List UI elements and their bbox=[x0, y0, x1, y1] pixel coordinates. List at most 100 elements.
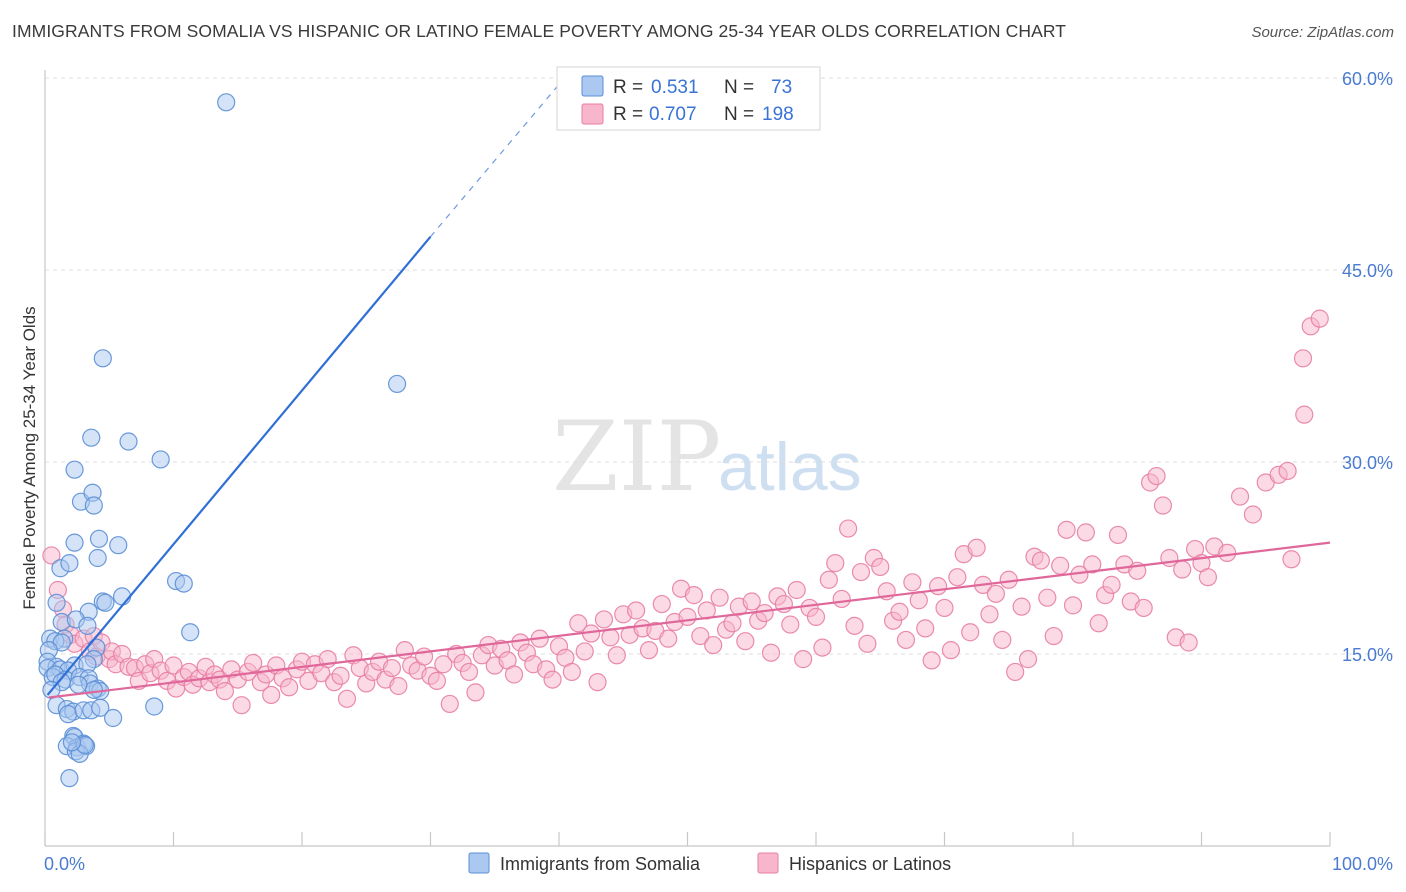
point-hispanic bbox=[543, 670, 562, 689]
point-hispanic bbox=[928, 577, 948, 596]
point-somalia bbox=[78, 616, 97, 635]
point-hispanic bbox=[993, 630, 1012, 650]
point-hispanic bbox=[280, 678, 299, 697]
point-hispanic bbox=[684, 586, 704, 605]
point-hispanic bbox=[1063, 596, 1083, 615]
point-hispanic bbox=[466, 683, 485, 702]
point-hispanic bbox=[1083, 555, 1102, 574]
point-hispanic bbox=[922, 651, 941, 670]
point-hispanic bbox=[1108, 525, 1128, 545]
x-tick-label-min: 0.0% bbox=[44, 854, 85, 874]
y-tick-label-30: 30.0% bbox=[1342, 453, 1393, 473]
y-tick-label-60: 60.0% bbox=[1342, 69, 1393, 89]
point-somalia bbox=[65, 460, 84, 479]
point-hispanic bbox=[858, 634, 877, 653]
point-hispanic bbox=[826, 554, 845, 573]
point-hispanic bbox=[594, 610, 614, 629]
point-hispanic bbox=[440, 694, 459, 714]
point-somalia bbox=[145, 697, 164, 716]
point-somalia bbox=[88, 548, 107, 568]
point-hispanic bbox=[704, 635, 723, 655]
point-hispanic bbox=[1179, 633, 1198, 652]
point-hispanic bbox=[244, 653, 263, 673]
point-hispanic bbox=[845, 616, 864, 635]
point-hispanic bbox=[389, 676, 408, 696]
point-hispanic bbox=[588, 673, 607, 692]
point-hispanic bbox=[736, 632, 755, 651]
point-hispanic bbox=[896, 630, 916, 650]
grid-lines bbox=[45, 77, 1393, 655]
point-hispanic bbox=[1243, 505, 1263, 524]
point-hispanic bbox=[948, 568, 967, 587]
point-hispanic bbox=[967, 538, 986, 557]
point-hispanic bbox=[839, 519, 858, 538]
watermark-zip: ZIP bbox=[552, 401, 721, 513]
point-somalia bbox=[181, 623, 200, 642]
legend-swatch-hispanic bbox=[581, 103, 604, 125]
watermark-atlas: atlas bbox=[718, 429, 862, 505]
point-somalia bbox=[112, 587, 132, 606]
point-hispanic bbox=[986, 584, 1006, 603]
point-hispanic bbox=[434, 655, 453, 674]
point-hispanic bbox=[331, 666, 350, 685]
point-somalia bbox=[65, 533, 84, 552]
point-hispanic bbox=[1018, 650, 1038, 669]
point-hispanic bbox=[890, 602, 909, 621]
legend-r-value-2: 0.707 bbox=[649, 104, 697, 125]
point-hispanic bbox=[1173, 560, 1192, 579]
point-hispanic bbox=[1198, 568, 1218, 587]
trend-line-somalia bbox=[46, 236, 432, 696]
legend-n-value-1: 73 bbox=[771, 77, 792, 98]
point-hispanic bbox=[1038, 588, 1057, 607]
point-somalia bbox=[174, 574, 193, 593]
point-hispanic bbox=[755, 603, 774, 623]
point-hispanic bbox=[819, 570, 838, 589]
point-somalia bbox=[69, 675, 88, 694]
point-hispanic bbox=[607, 646, 626, 665]
point-hispanic bbox=[1089, 614, 1108, 633]
series-hispanics-or-latinos bbox=[42, 309, 1329, 715]
point-hispanic bbox=[1282, 550, 1301, 569]
point-somalia bbox=[59, 705, 78, 724]
point-somalia bbox=[387, 374, 407, 394]
legend-r-value-1: 0.531 bbox=[651, 77, 699, 98]
point-hispanic bbox=[1076, 523, 1095, 542]
point-hispanic bbox=[1134, 598, 1153, 618]
point-somalia bbox=[60, 554, 79, 573]
point-somalia bbox=[91, 698, 110, 717]
point-hispanic bbox=[164, 656, 183, 675]
y-tick-label-15: 15.0% bbox=[1342, 645, 1393, 665]
legend-r-label-2: R = bbox=[613, 104, 643, 125]
point-hispanic bbox=[806, 607, 826, 626]
point-hispanic bbox=[459, 662, 479, 682]
point-hispanic bbox=[569, 614, 588, 633]
point-somalia bbox=[47, 593, 66, 612]
bottom-legend-swatch-hispanic bbox=[757, 852, 779, 874]
point-hispanic bbox=[742, 592, 761, 611]
point-hispanic bbox=[1044, 626, 1063, 646]
point-somalia bbox=[109, 536, 128, 555]
legend-swatch-somalia bbox=[581, 75, 604, 97]
point-hispanic bbox=[916, 619, 935, 638]
point-somalia bbox=[151, 450, 170, 469]
point-somalia bbox=[84, 496, 103, 515]
point-hispanic bbox=[941, 641, 961, 660]
point-hispanic bbox=[1006, 662, 1025, 682]
point-hispanic bbox=[909, 591, 928, 610]
bottom-legend-label-somalia: Immigrants from Somalia bbox=[500, 854, 701, 874]
point-hispanic bbox=[851, 562, 871, 582]
point-hispanic bbox=[659, 629, 678, 648]
point-hispanic bbox=[1218, 543, 1237, 562]
chart-title: IMMIGRANTS FROM SOMALIA VS HISPANIC OR L… bbox=[12, 21, 1067, 41]
point-somalia bbox=[93, 349, 112, 368]
series-legend: Immigrants from Somalia Hispanics or Lat… bbox=[468, 852, 951, 874]
point-hispanic bbox=[427, 671, 447, 690]
correlation-legend: R = 0.531 N = 73 R = 0.707 N = 198 bbox=[556, 66, 821, 131]
y-axis-tick-labels: 15.0% 30.0% 45.0% 60.0% bbox=[1342, 69, 1393, 665]
point-hispanic bbox=[215, 682, 234, 701]
point-hispanic bbox=[710, 588, 729, 607]
point-hispanic bbox=[794, 650, 813, 669]
point-hispanic bbox=[935, 598, 954, 618]
y-tick-label-45: 45.0% bbox=[1342, 261, 1393, 281]
legend-n-label-1: N = bbox=[724, 77, 754, 98]
